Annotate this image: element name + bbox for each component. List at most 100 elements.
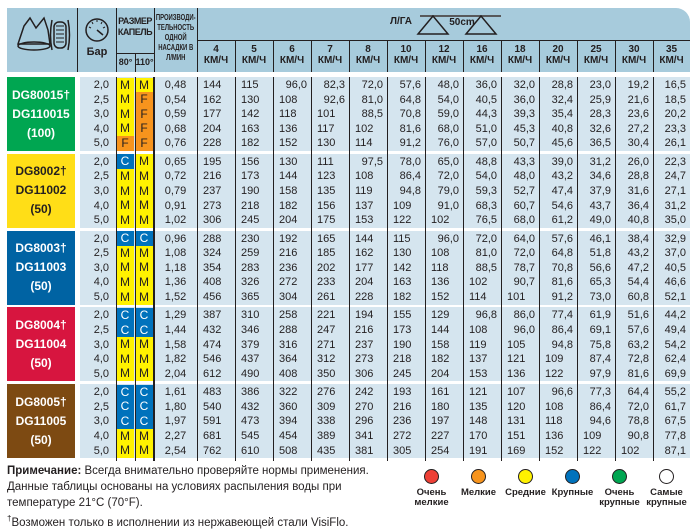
rate-cell: 456: [203, 291, 222, 303]
column-divider: [197, 384, 198, 461]
rate-cell: 322: [279, 386, 298, 399]
rate-cell: 122: [583, 444, 602, 457]
rate-cell: 129: [431, 309, 450, 322]
rate-cell: 49,0: [589, 214, 611, 227]
rate-cell: 65,3: [589, 276, 611, 289]
rate-cell: 64,0: [513, 232, 535, 245]
rate-cell: 77,4: [551, 309, 573, 322]
rate-cell: 119: [355, 185, 373, 197]
rate-cell: 114: [355, 137, 373, 150]
speed-header: 12 КМ/Ч: [425, 44, 463, 66]
rate-cell: 432: [203, 324, 222, 336]
rate-cell: 37,0: [664, 247, 686, 260]
column-divider: [273, 77, 274, 154]
column-divider: [311, 384, 312, 461]
rate-cell: 27,1: [664, 185, 686, 197]
rate-cell: 16,5: [664, 79, 686, 91]
drop-size-110: C: [135, 307, 153, 324]
rate-cell: 218: [393, 353, 412, 366]
drop-color-icon: [612, 469, 627, 484]
drop-size-80: C: [116, 322, 134, 338]
rate-cell: 52,7: [513, 185, 535, 197]
rate-cell: 28,8: [627, 170, 649, 183]
rate-cell: 91,2: [399, 137, 421, 150]
rate-cell: 94,8: [551, 338, 573, 351]
rate-cell: 408: [203, 276, 222, 289]
drop-size-110: M: [135, 366, 153, 382]
drop-size-110: M: [135, 183, 153, 199]
rate-cell: 136: [545, 430, 564, 442]
rate-cell: 77,3: [589, 386, 611, 399]
nozzle-line3: (50): [30, 279, 52, 294]
rate-cell: 190: [393, 338, 412, 351]
column-divider: [154, 8, 155, 72]
spacing-label: 50cm: [449, 17, 475, 28]
column-divider: [425, 384, 426, 461]
pressure-cell: 2,5: [93, 400, 109, 413]
drop-size-80: C: [116, 231, 134, 247]
flow-cell: 1,29: [164, 309, 187, 322]
rate-cell: 39,0: [551, 155, 573, 168]
column-divider: [349, 384, 350, 461]
drop-color-icon: [424, 469, 439, 484]
rate-cell: 96,0: [513, 324, 535, 336]
column-divider: [653, 40, 654, 72]
drop-size-80: C: [116, 413, 134, 430]
column-divider: [501, 230, 502, 308]
dagger: †: [7, 514, 12, 523]
flow-cell: 2,27: [164, 430, 187, 442]
column-divider: [653, 230, 654, 308]
pressure-cell: 3,0: [93, 261, 109, 274]
rate-cell: 386: [241, 386, 260, 399]
rate-cell: 72,0: [361, 79, 383, 91]
rate-cell: 204: [431, 367, 450, 380]
speed-header: 16 КМ/Ч: [463, 44, 501, 66]
flow-cell: 1,36: [164, 276, 187, 289]
speed-unit: КМ/Ч: [393, 55, 419, 66]
column-divider: [425, 307, 426, 385]
rate-cell: 381: [355, 444, 374, 457]
rate-cell: 591: [203, 415, 222, 428]
column-divider: [615, 230, 616, 308]
rate-cell: 114: [469, 291, 487, 303]
legend-label: Средние: [505, 487, 546, 498]
column-divider: [425, 77, 426, 154]
rate-cell: 158: [431, 338, 450, 351]
rate-cell: 230: [241, 232, 260, 245]
column-divider: [387, 307, 388, 385]
rate-cell: 216: [279, 247, 298, 260]
flow-cell: 2,54: [164, 444, 187, 457]
rate-cell: 161: [431, 386, 450, 399]
rate-cell: 144: [431, 324, 450, 336]
rate-cell: 216: [393, 400, 412, 413]
rate-cell: 32,6: [589, 122, 611, 135]
column-divider: [153, 307, 154, 385]
rate-cell: 81,6: [399, 122, 421, 135]
column-divider: [615, 307, 616, 385]
rate-cell: 48,0: [437, 79, 459, 91]
pressure-cell: 3,0: [93, 108, 109, 121]
flow-cell: 0,96: [164, 232, 187, 245]
rate-cell: 65,0: [437, 155, 459, 168]
speed-header: 35 КМ/Ч: [653, 44, 690, 66]
drop-color-icon: [518, 469, 533, 484]
rate-cell: 158: [279, 185, 298, 197]
column-divider: [311, 153, 312, 231]
column-divider: [311, 307, 312, 385]
speed-unit: КМ/Ч: [203, 55, 229, 66]
rate-cell: 63,2: [627, 338, 649, 351]
group-background: [80, 384, 690, 459]
flow-cell: 1,82: [164, 353, 187, 366]
column-divider: [349, 153, 350, 231]
flow-cell: 0,54: [164, 93, 187, 106]
column-divider: [653, 77, 654, 154]
rate-cell: 57,6: [627, 324, 649, 336]
pressure-cell: 2,0: [93, 386, 109, 399]
rate-cell: 681: [203, 430, 222, 442]
rate-cell: 236: [393, 415, 412, 428]
rate-cell: 305: [393, 444, 412, 457]
column-divider: [135, 153, 136, 231]
speed-unit: КМ/Ч: [317, 55, 343, 66]
flow-cell: 1,97: [164, 415, 187, 428]
drop-size-110: F: [135, 135, 153, 152]
